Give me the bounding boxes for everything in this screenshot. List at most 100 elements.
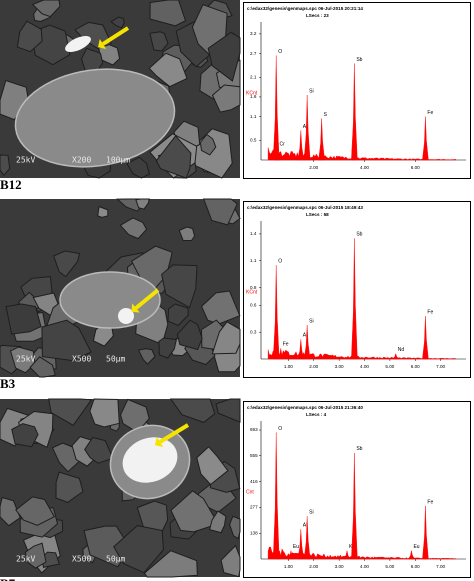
particle [135, 198, 150, 210]
spectrum-peak [297, 130, 305, 161]
particle [11, 423, 39, 448]
y-tick-label: 0.3 [250, 329, 257, 334]
y-tick-label: 277 [250, 505, 258, 510]
element-label: Al [303, 523, 307, 529]
arrow-head [154, 436, 164, 448]
particle [24, 542, 47, 569]
particle [149, 0, 187, 27]
particle [170, 490, 219, 533]
spectrum-peak [303, 325, 311, 360]
particle [0, 496, 21, 527]
y-tick-label: 693 [250, 427, 258, 432]
particle [29, 356, 56, 378]
element-label: Si [309, 510, 313, 516]
element-label: K [349, 544, 353, 550]
arrow-shaft [158, 423, 190, 444]
particle [84, 436, 114, 464]
x-tick-label: 6.00 [411, 165, 420, 170]
particle [0, 154, 11, 177]
x-tick-label: 4.00 [360, 364, 369, 369]
particle [208, 510, 227, 534]
y-tick-label: 3.2 [250, 31, 257, 36]
particle [48, 398, 93, 426]
spectrum-peak [303, 94, 311, 161]
particle [178, 226, 196, 242]
particle [215, 398, 241, 423]
element-label: Sb [356, 446, 362, 452]
element-label: Eu [413, 544, 419, 550]
sem-magnification: X500 [72, 355, 91, 364]
sem-voltage: 25kV [16, 355, 35, 364]
element-label: Fe [283, 342, 289, 348]
x-tick-label: 2.00 [309, 165, 318, 170]
sem-scale: 50μm [106, 355, 125, 364]
y-tick-label: 0.8 [250, 285, 257, 290]
spectrum-peak [422, 316, 429, 360]
element-label: O [278, 426, 282, 432]
sem-magnification: X500 [72, 555, 91, 564]
sem-image: 25kV X500 50μm [0, 198, 241, 378]
x-tick-label: 6.00 [411, 364, 420, 369]
particle [143, 550, 198, 578]
particle [126, 156, 151, 179]
particle [148, 52, 188, 88]
element-label: Fe [427, 499, 433, 505]
spectrum-header: c:\edax32\genesis\genmaps.spc 06-Jul-201… [247, 405, 363, 410]
particle [110, 16, 125, 29]
x-tick-label: 5.00 [385, 364, 394, 369]
x-tick-label: 2.00 [309, 364, 318, 369]
particle [137, 348, 156, 365]
particle [161, 264, 198, 309]
spectrum-peak [297, 529, 305, 560]
spectrum-peak [297, 339, 305, 360]
spectrum-peak [351, 452, 358, 560]
sem-image: 25kV X500 50μm [0, 398, 241, 578]
particle [199, 133, 217, 156]
particle [169, 398, 216, 423]
y-tick-label: 0.6 [250, 303, 257, 308]
particle [31, 0, 61, 18]
sem-image: 25kV X200 100μm [0, 0, 241, 179]
spectrum-header: c:\edax32\genesis\genmaps.spc 06-Jul-201… [247, 6, 363, 11]
spectrum-peak [318, 118, 325, 161]
panel-label: B3 [0, 376, 16, 391]
element-label: O [278, 259, 282, 265]
element-label: Fe [427, 309, 433, 315]
spectrum-lsecs: LSecs : 58 [306, 212, 329, 217]
particle [229, 515, 241, 540]
spectrum-peak [303, 516, 311, 560]
particle [196, 446, 229, 486]
particle [5, 303, 42, 335]
x-tick-label: 7.00 [436, 364, 445, 369]
particle [220, 544, 241, 578]
element-label: Sb [356, 57, 362, 63]
y-tick-label: 1.1 [250, 258, 257, 263]
y-axis-label: KCnt [246, 90, 258, 96]
spectrum-lsecs: LSecs : 4 [306, 412, 327, 417]
x-tick-label: 3.00 [335, 364, 344, 369]
particle [202, 198, 238, 226]
y-axis-label: Cnt [246, 489, 254, 495]
element-label: Al [303, 124, 307, 130]
bright-particle [122, 437, 178, 483]
x-tick-label: 7.00 [436, 564, 445, 569]
element-label: Cr [279, 142, 285, 148]
particle [167, 303, 189, 327]
particle [207, 31, 241, 82]
element-label: Al [303, 333, 307, 339]
particle [89, 398, 120, 428]
element-label: S [324, 112, 328, 118]
spectrum-peak [343, 550, 351, 560]
spectrum-peak [351, 238, 358, 360]
particle [176, 319, 203, 351]
element-label: Sb [356, 232, 362, 238]
spectrum-peak [422, 505, 429, 560]
particle [113, 525, 164, 574]
x-tick-label: 1.00 [284, 564, 293, 569]
x-tick-label: 4.00 [360, 165, 369, 170]
x-tick-label: 5.00 [385, 564, 394, 569]
element-label: Fe [427, 110, 433, 116]
element-label: Si [309, 318, 313, 324]
y-tick-label: 555 [250, 453, 258, 458]
